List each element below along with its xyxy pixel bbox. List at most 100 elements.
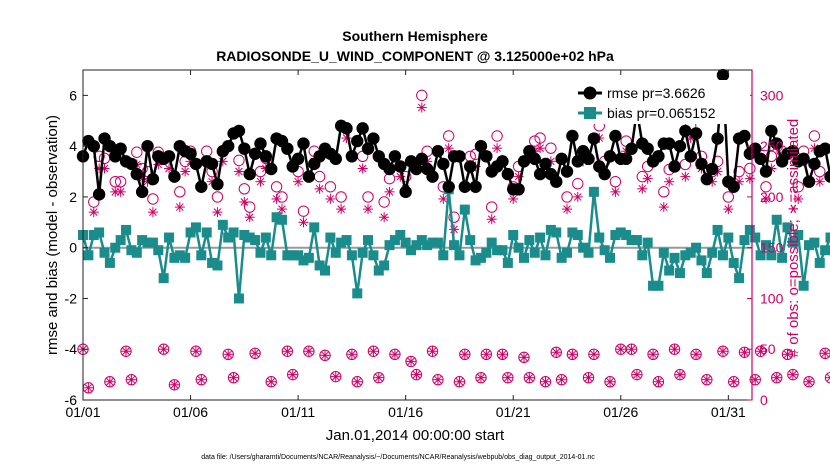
obs-possible-marker <box>668 343 681 355</box>
obs-assimilated-stroke <box>84 383 93 392</box>
obs-possible-marker <box>453 376 466 388</box>
bias-marker <box>271 212 282 223</box>
bias-marker <box>330 247 341 258</box>
obs-assimilated-marker <box>282 346 293 357</box>
obs-possible-marker <box>582 371 595 384</box>
obs-assimilated-stroke <box>181 167 190 176</box>
bias-marker <box>368 250 379 261</box>
obs-assimilated-marker <box>502 372 513 383</box>
obs-possible-marker <box>195 373 208 386</box>
bias-marker <box>131 247 142 258</box>
obs-assimilated-stroke <box>477 373 485 382</box>
bias-marker <box>648 280 659 291</box>
rmse-marker <box>797 152 810 166</box>
obs-possible-marker <box>518 351 530 364</box>
obs-assimilated-stroke <box>122 347 130 356</box>
obs-assimilated-stroke <box>326 195 335 203</box>
obs-assimilated-stroke <box>627 345 636 354</box>
bias-marker <box>621 230 632 240</box>
obs-assimilated-marker <box>196 374 207 385</box>
obs-possible-marker <box>566 348 579 361</box>
rmse-marker <box>351 134 364 148</box>
bias-marker <box>750 232 761 243</box>
obs-assimilated-stroke <box>299 218 308 227</box>
obs-assimilated-stroke <box>590 350 598 359</box>
rmse-marker <box>437 157 450 171</box>
rmse-marker <box>87 139 100 153</box>
obs-assimilated-stroke <box>283 347 292 356</box>
bias-marker <box>508 230 519 240</box>
obs-assimilated-stroke <box>805 377 813 386</box>
bias-marker <box>481 247 492 258</box>
obs-assimilated-stroke <box>611 187 620 196</box>
obs-assimilated-marker <box>406 356 417 367</box>
obs-assimilated-stroke <box>175 203 184 211</box>
obs-assimilated-marker <box>314 183 325 194</box>
obs-assimilated-marker <box>825 373 830 382</box>
rmse-marker <box>711 132 724 145</box>
obs-assimilated-stroke <box>503 373 512 382</box>
bias-marker <box>680 250 691 261</box>
obs-possible-marker <box>496 348 509 361</box>
obs-possible-marker <box>545 142 557 154</box>
obs-assimilated-stroke <box>821 349 829 358</box>
rmse-marker <box>598 167 611 181</box>
obs-possible-marker <box>378 196 390 208</box>
obs-assimilated-marker <box>497 349 508 360</box>
y-right-tick-label: 150 <box>760 240 784 256</box>
rmse-marker <box>130 167 143 181</box>
obs-assimilated-stroke <box>552 348 561 357</box>
bias-marker <box>540 250 551 261</box>
bias-marker <box>406 245 417 256</box>
bias-marker <box>190 222 201 233</box>
obs-possible-marker <box>265 376 277 388</box>
rmse-marker <box>727 180 740 193</box>
bias-marker <box>605 252 616 263</box>
obs-possible-marker <box>125 373 138 386</box>
obs-possible-marker <box>405 355 417 368</box>
obs-assimilated-stroke <box>111 187 120 196</box>
obs-assimilated-stroke <box>192 347 200 356</box>
bias-marker <box>142 237 153 248</box>
obs-assimilated-marker <box>384 186 395 197</box>
obs-assimilated-marker <box>771 372 782 383</box>
rmse-marker <box>168 170 181 183</box>
obs-possible-marker <box>416 89 428 102</box>
obs-assimilated-marker <box>572 191 583 202</box>
obs-assimilated-marker <box>303 346 314 357</box>
rmse-marker <box>517 155 531 168</box>
rmse-marker <box>474 139 488 153</box>
bias-marker <box>518 252 529 263</box>
obs-assimilated-stroke <box>719 347 727 356</box>
bias-marker <box>535 232 546 243</box>
obs-assimilated-marker <box>174 202 185 213</box>
bias-marker <box>83 250 94 261</box>
obs-possible-marker <box>190 345 202 357</box>
chart-subtitle: RADIOSONDE_U_WIND_COMPONENT @ 3.125000e+… <box>216 48 614 64</box>
rmse-marker <box>528 152 541 166</box>
obs-assimilated-marker <box>782 349 793 360</box>
obs-assimilated-marker <box>535 143 546 154</box>
obs-possible-marker <box>367 345 380 357</box>
rmse-marker <box>673 139 687 153</box>
obs-possible-marker <box>131 146 143 158</box>
y-right-tick-label: 100 <box>760 290 784 306</box>
bias-marker <box>492 245 503 256</box>
obs-assimilated-marker <box>325 193 336 204</box>
obs-assimilated-marker <box>658 202 669 213</box>
y-right-tick-label: 50 <box>760 341 776 357</box>
y-left-tick-label: -2 <box>65 290 78 306</box>
rmse-marker <box>195 180 208 193</box>
rmse-marker <box>388 150 402 163</box>
bias-marker <box>228 227 239 238</box>
bias-marker <box>250 235 261 246</box>
bias-marker <box>631 235 642 246</box>
bias-marker <box>320 265 331 276</box>
rmse-marker <box>302 170 316 183</box>
obs-assimilated-stroke <box>364 205 372 213</box>
rmse-marker <box>679 124 692 138</box>
x-tick-label: 01/26 <box>603 404 638 420</box>
y-left-tick-label: 2 <box>69 189 77 205</box>
obs-assimilated-marker <box>411 369 422 380</box>
bias-marker <box>642 237 653 248</box>
